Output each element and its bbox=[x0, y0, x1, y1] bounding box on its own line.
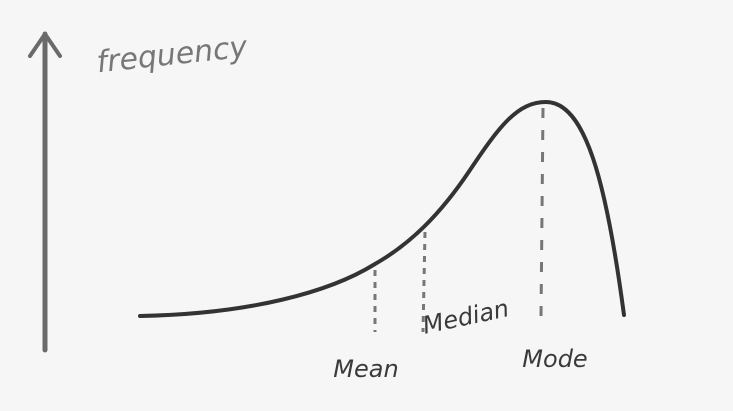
mode-label: Mode bbox=[522, 345, 587, 373]
median-line bbox=[421, 231, 427, 333]
axis-arrow bbox=[28, 32, 62, 58]
distribution-curve bbox=[138, 99, 626, 318]
mean-label: Mean bbox=[333, 355, 398, 383]
